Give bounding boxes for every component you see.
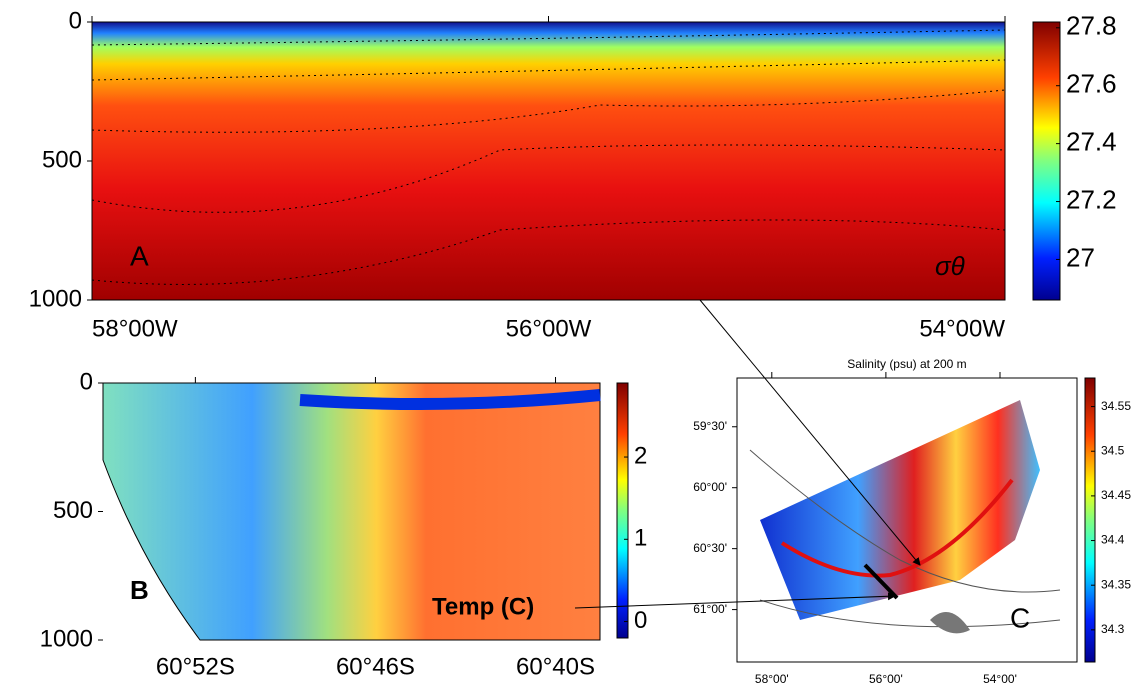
annotation: σθ [935,251,965,281]
colorbar-label: 1 [634,525,647,552]
colorbar-label: 34.3 [1101,622,1125,636]
y-tick-label: 59°30' [693,419,727,433]
colorbar-label: 34.35 [1101,577,1131,591]
colorbar-a [1032,21,1061,301]
arrow-a [699,299,921,566]
y-tick-label: 0 [80,368,93,395]
colorbar-c [1084,377,1096,663]
x-tick-label: 58°00W [92,315,178,342]
field-a [91,21,1006,301]
annotation: B [130,575,149,605]
x-tick-label: 60°52S [156,653,235,680]
y-tick-label: 1000 [29,285,82,312]
y-tick-label: 61°00' [693,602,727,616]
map-title: Salinity (psu) at 200 m [847,357,966,371]
arrow-b [574,592,896,609]
annotation: A [130,240,149,271]
bathymetry [749,449,1061,628]
x-tick-label: 54°00W [919,315,1005,342]
contours [91,29,1006,285]
x-tick-label: 60°40S [516,653,595,680]
colorbar-label: 27.4 [1066,127,1117,157]
cold-layer [299,389,601,410]
colorbar-label: 2 [634,442,647,469]
colorbar-label: 34.5 [1101,443,1125,457]
island [930,612,970,634]
x-tick-label: 60°46S [336,653,415,680]
x-tick-label: 56°00' [869,672,903,686]
colorbar-label: 34.4 [1101,533,1125,547]
y-tick-label: 60°00' [693,480,727,494]
colorbar-label: 34.55 [1101,399,1131,413]
colorbar-label: 27.6 [1066,69,1117,99]
y-tick-label: 500 [42,146,82,173]
x-tick-label: 54°00' [983,672,1017,686]
y-tick-label: 60°30' [693,541,727,555]
colorbar-label: 0 [634,607,647,634]
colorbar-label: 27.8 [1066,11,1117,41]
y-tick-label: 1000 [40,625,93,652]
annotation: C [1010,602,1030,633]
colorbar-b [616,382,629,639]
x-tick-label: 58°00' [755,672,789,686]
y-tick-label: 500 [53,497,93,524]
annotation: Temp (C) [432,593,534,620]
y-tick-label: 0 [69,7,82,34]
colorbar-label: 34.45 [1101,488,1131,502]
section-line [780,478,1014,578]
colorbar-label: 27 [1066,242,1095,272]
x-tick-label: 56°00W [506,315,592,342]
colorbar-label: 27.2 [1066,184,1117,214]
field-b [102,382,601,641]
